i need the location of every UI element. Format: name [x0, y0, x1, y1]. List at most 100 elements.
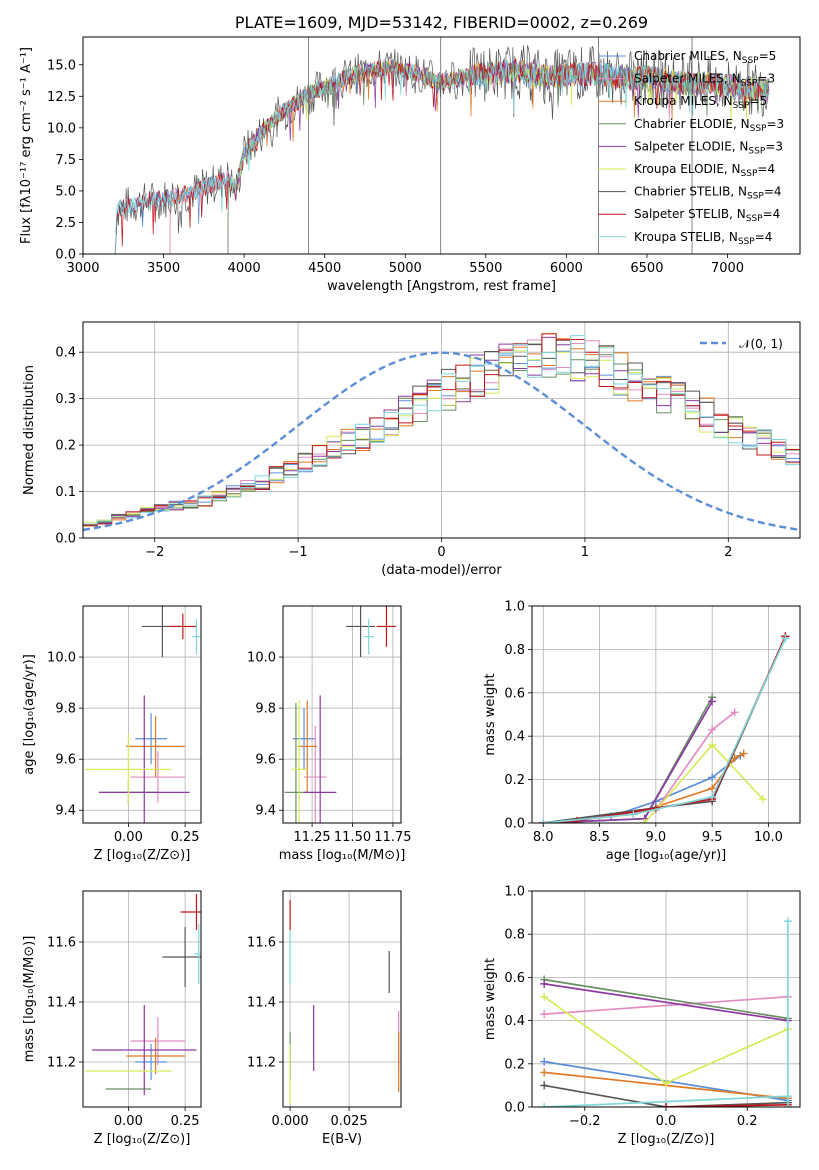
y-tick-label: 1.0	[504, 600, 525, 615]
x-tick-label: −2	[145, 545, 164, 560]
plot-area-mass-vs-Z	[85, 894, 201, 1095]
series-marker	[540, 1103, 549, 1107]
y-tick-label: 5.0	[55, 184, 76, 199]
legend-entry: Salpeter MILES, NSSP=3	[634, 72, 775, 89]
plot-area-residuals	[83, 332, 800, 532]
x-tick-label: 7000	[711, 261, 744, 276]
y-tick-label: 11.4	[247, 996, 276, 1011]
axes-frame	[531, 890, 801, 1108]
series-marker	[708, 773, 717, 782]
y-tick-label: 10.0	[247, 651, 276, 666]
histogram-step	[83, 335, 800, 525]
y-axis-label: mass [log₁₀(M/M⊙)]	[22, 936, 37, 1063]
x-tick-label: 0.000	[271, 1114, 308, 1129]
legend: Chabrier MILES, NSSP=5 Salpeter MILES, NS…	[598, 49, 784, 247]
axes-frame	[82, 605, 202, 824]
normal-curve	[83, 351, 800, 532]
y-tick-label: 0.4	[504, 730, 525, 745]
axes-frame	[82, 36, 801, 255]
series-marker	[629, 810, 638, 819]
series-marker	[708, 725, 717, 734]
legend-entry: Salpeter STELIB, NSSP=4	[634, 207, 780, 224]
y-tick-label: 11.4	[47, 996, 76, 1011]
y-tick-label: 0.2	[55, 439, 76, 454]
x-axis-label: wavelength [Angstrom, rest frame]	[327, 279, 556, 294]
x-tick-label: 0.00	[114, 1114, 143, 1129]
y-axis-label: Flux [fλ10⁻¹⁷ erg cm⁻² s⁻¹ A⁻¹]	[19, 47, 34, 244]
x-tick-label: 0.0	[656, 1114, 677, 1129]
x-tick-label: 0.25	[171, 830, 200, 845]
series-line	[643, 743, 764, 823]
series-line	[543, 636, 787, 823]
y-tick-label: 10.0	[47, 651, 76, 666]
series-marker	[783, 1103, 792, 1107]
x-tick-label: 1	[581, 545, 589, 560]
x-tick-label: −1	[289, 545, 308, 560]
axes-frame	[282, 890, 402, 1108]
y-axis-label: mass weight	[483, 673, 498, 755]
series-marker	[708, 697, 717, 706]
series-marker	[781, 634, 790, 643]
legend-entry: Chabrier MILES, NSSP=5	[634, 49, 776, 66]
x-tick-label: 9.5	[702, 830, 723, 845]
panel-weight-vs-age: 8.0 8.5 9.0 9.5 10.0 0.0 0.2 0.4 0.6 0.8 1.0 age [l…	[483, 600, 801, 863]
histogram-step	[83, 339, 800, 527]
y-tick-label: 0.0	[55, 532, 76, 547]
histogram-step	[83, 338, 800, 527]
series-marker	[739, 749, 748, 758]
y-tick-label: 0.0	[55, 248, 76, 263]
plot-area-mass-vs-ebv	[289, 900, 400, 1104]
series-line	[543, 636, 787, 823]
series-marker	[708, 792, 717, 801]
x-tick-label: 4000	[228, 261, 261, 276]
y-tick-label: 9.6	[55, 753, 76, 768]
panel-weight-vs-Z: −0.2 0.0 0.2 0.0 0.2 0.4 0.6 0.8 1.0 Z [log₁₀(Z/Z…	[483, 885, 801, 1147]
series-marker	[539, 819, 548, 823]
series-line	[544, 995, 788, 1015]
x-axis-label: Z [log₁₀(Z/Z⊙)]	[94, 1132, 191, 1147]
series-marker	[540, 1010, 549, 1019]
axes-frame	[82, 890, 202, 1108]
series-marker	[730, 708, 739, 717]
x-tick-label: 8.0	[533, 830, 554, 845]
y-tick-label: 0.0	[504, 817, 525, 832]
panel-residuals: −2 −1 0 1 2 0.0 0.1 0.2 0.3 0.4 (data-model)/error…	[22, 321, 801, 578]
plot-area-weight-vs-age	[539, 632, 790, 823]
y-tick-label: 9.4	[255, 804, 276, 819]
panel-spectrum: 3000 3500 4000 4500 5000 5500 6000 6500 7000 0.0 2…	[19, 13, 801, 294]
axes-frame	[82, 321, 801, 539]
histogram-step	[83, 339, 800, 526]
spectrum-line	[114, 57, 770, 254]
series-marker	[783, 917, 792, 926]
x-axis-label: Z [log₁₀(Z/Z⊙)]	[618, 1132, 715, 1147]
x-tick-label: 0.025	[330, 1114, 367, 1129]
y-tick-label: 9.6	[255, 753, 276, 768]
y-tick-label: 9.8	[255, 702, 276, 717]
x-tick-label: −0.2	[569, 1114, 601, 1129]
x-tick-label: 2	[724, 545, 732, 560]
y-tick-label: 0.4	[504, 1014, 525, 1029]
legend-entry: Chabrier STELIB, NSSP=4	[634, 185, 782, 202]
y-tick-label: 0.8	[504, 643, 525, 658]
panel-mass-vs-Z: 0.00 0.25 11.2 11.4 11.6 Z [log₁₀(Z/Z⊙)] mass …	[22, 890, 202, 1147]
x-axis-label: E(B-V)	[322, 1132, 362, 1147]
y-tick-label: 0.1	[55, 485, 76, 500]
series-marker	[662, 1103, 670, 1107]
panel-age-vs-mass: 11.25 11.50 11.75 9.4 9.6 9.8 10.0 mass [log₁₀(…	[247, 605, 412, 863]
series-line	[543, 638, 787, 823]
y-tick-label: 11.6	[247, 936, 276, 951]
series-marker	[662, 1079, 670, 1088]
x-axis-label: Z [log₁₀(Z/Z⊙)]	[94, 848, 191, 863]
series-marker	[708, 740, 717, 749]
y-tick-label: 15.0	[47, 58, 76, 73]
y-tick-label: 11.2	[247, 1056, 276, 1071]
y-tick-label: 0.3	[55, 392, 76, 407]
legend-entry: 𝒩(0, 1)	[739, 337, 783, 351]
series-marker	[540, 1068, 549, 1077]
y-tick-label: 0.6	[504, 971, 525, 986]
y-tick-label: 9.4	[55, 804, 76, 819]
legend-entry: Salpeter ELODIE, NSSP=3	[634, 139, 783, 156]
x-tick-label: 11.50	[334, 830, 371, 845]
chart-title: PLATE=1609, MJD=53142, FIBERID=0002, z=0…	[235, 13, 648, 32]
